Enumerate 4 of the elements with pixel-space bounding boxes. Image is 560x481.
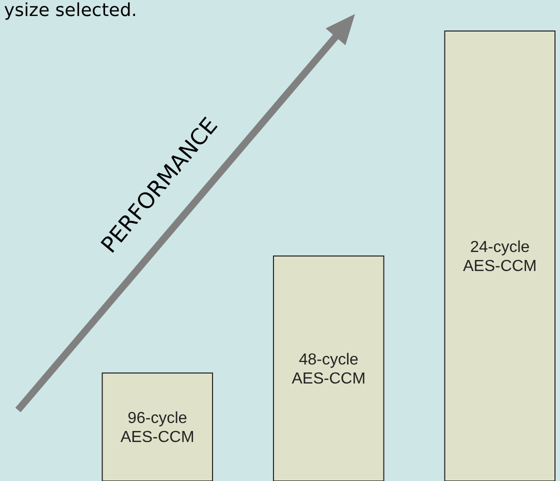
x-tick-label: 48-cycle AES-CCM (292, 352, 366, 388)
x-tick-label: 24-cycle AES-CCM (462, 239, 537, 276)
x-tick-label: 96-cycle AES-CCM (120, 410, 194, 446)
text: ysize selected. (4, 0, 137, 21)
